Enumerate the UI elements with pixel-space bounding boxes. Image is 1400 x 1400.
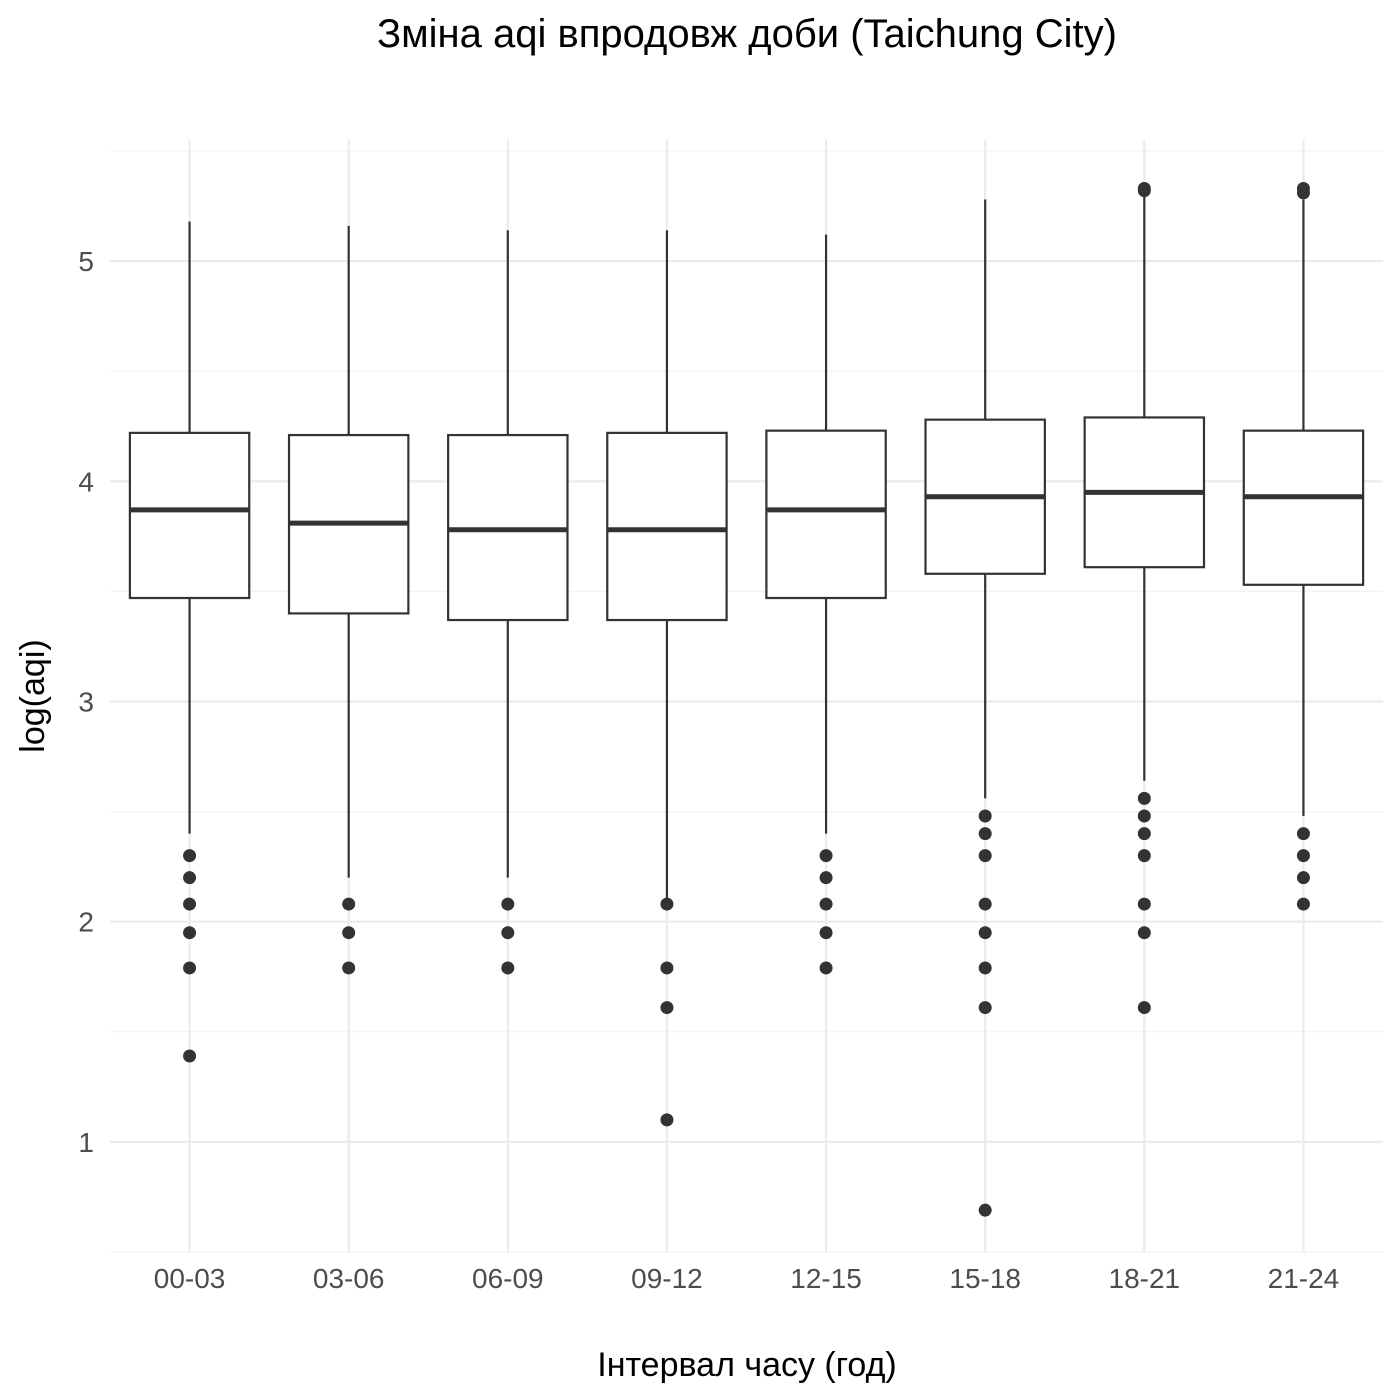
outlier-point	[660, 1113, 674, 1127]
outlier-point	[183, 961, 197, 975]
chart-title: Зміна aqi впродовж доби (Taichung City)	[377, 12, 1117, 56]
outlier-point	[660, 1001, 674, 1015]
outlier-point	[660, 897, 674, 911]
boxes	[128, 181, 1365, 1217]
y-tick-label: 3	[78, 687, 94, 718]
outlier-point	[183, 926, 197, 940]
outlier-point	[1296, 186, 1310, 200]
x-tick-label: 18-21	[1109, 1263, 1181, 1294]
box-group-12-15	[765, 234, 887, 975]
y-tick-label: 4	[78, 466, 94, 497]
y-tick-label: 2	[78, 907, 94, 938]
y-tick-label: 1	[78, 1127, 94, 1158]
x-axis-title: Інтервал часу (год)	[597, 1346, 896, 1384]
box-iqr	[606, 431, 728, 622]
outlier-point	[819, 849, 833, 863]
box-iqr	[128, 431, 251, 600]
x-axis-ticks: 00-03 03-06 06-09 09-12 12-15 15-18 18-21 21-24	[154, 1263, 1340, 1294]
outlier-point	[183, 849, 197, 863]
outlier-point	[501, 961, 515, 975]
outlier-point	[978, 961, 992, 975]
outlier-point	[978, 809, 992, 823]
box-group-06-09	[447, 230, 569, 975]
outlier-point	[1296, 827, 1310, 841]
x-tick-label: 03-06	[313, 1263, 385, 1294]
outlier-point	[342, 961, 356, 975]
outlier-point	[342, 926, 356, 940]
box-iqr	[1242, 429, 1365, 586]
outlier-point	[501, 926, 515, 940]
outlier-point	[819, 961, 833, 975]
outlier-point	[1137, 809, 1151, 823]
grid	[110, 140, 1383, 1253]
y-axis-ticks: 1 2 3 4 5	[78, 246, 94, 1158]
outlier-point	[1137, 791, 1151, 805]
outlier-point	[1137, 849, 1151, 863]
outlier-point	[342, 897, 356, 911]
outlier-point	[819, 871, 833, 885]
outlier-point	[1296, 871, 1310, 885]
outlier-point	[978, 1001, 992, 1015]
x-tick-label: 06-09	[472, 1263, 544, 1294]
box-group-09-12	[606, 230, 728, 1127]
box-group-00-03	[128, 221, 251, 1063]
x-tick-label: 12-15	[790, 1263, 862, 1294]
outlier-point	[660, 961, 674, 975]
outlier-point	[978, 1203, 992, 1217]
outlier-point	[819, 897, 833, 911]
outlier-point	[1137, 184, 1151, 198]
outlier-point	[978, 926, 992, 940]
box-group-18-21	[1083, 181, 1206, 1015]
outlier-point	[1137, 926, 1151, 940]
outlier-point	[1137, 827, 1151, 841]
x-tick-label: 21-24	[1268, 1263, 1340, 1294]
outlier-point	[978, 827, 992, 841]
box-iqr	[765, 429, 887, 600]
outlier-point	[1137, 1001, 1151, 1015]
x-tick-label: 15-18	[949, 1263, 1021, 1294]
outlier-point	[183, 871, 197, 885]
outlier-point	[1296, 849, 1310, 863]
x-tick-label: 00-03	[154, 1263, 226, 1294]
outlier-point	[819, 926, 833, 940]
y-tick-label: 5	[78, 246, 94, 277]
y-axis-title: log(aqi)	[14, 639, 52, 752]
outlier-point	[501, 897, 515, 911]
box-group-03-06	[287, 225, 410, 975]
outlier-point	[1137, 897, 1151, 911]
box-group-21-24	[1242, 181, 1365, 911]
outlier-point	[978, 849, 992, 863]
box-group-15-18	[924, 199, 1046, 1217]
outlier-point	[183, 897, 197, 911]
outlier-point	[1296, 897, 1310, 911]
outlier-point	[978, 897, 992, 911]
outlier-point	[183, 1049, 197, 1063]
x-tick-label: 09-12	[631, 1263, 703, 1294]
